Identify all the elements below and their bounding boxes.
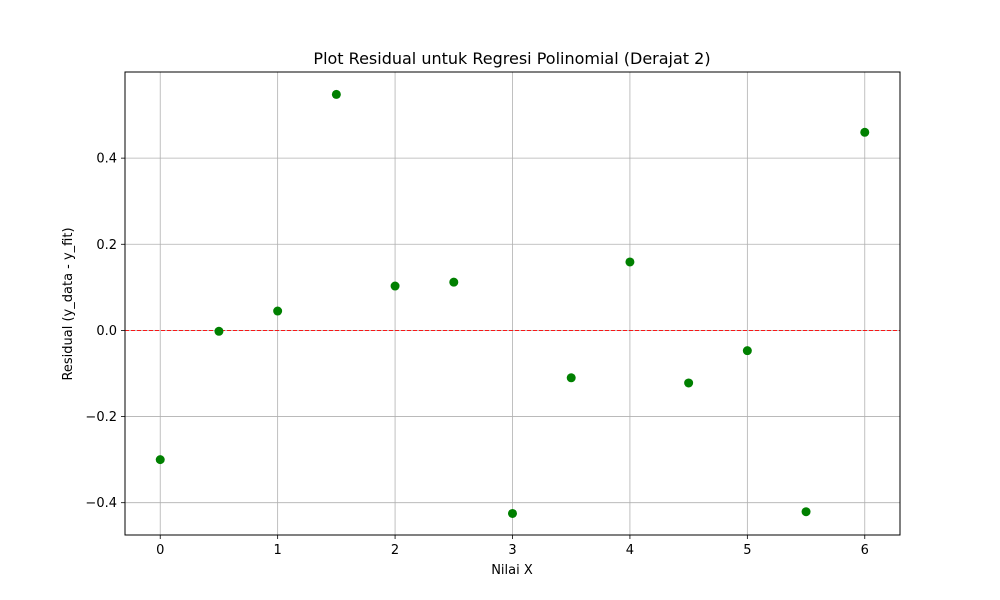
x-axis-label: Nilai X [491, 563, 533, 578]
data-point [625, 257, 635, 267]
data-point [801, 507, 811, 517]
data-point [742, 346, 752, 356]
data-point [390, 281, 400, 291]
y-axis-label: Residual (y_data - y_fit) [61, 227, 76, 380]
x-tick-label: 5 [743, 543, 751, 558]
x-tick-label: 3 [508, 543, 516, 558]
data-point [566, 373, 576, 383]
data-point [214, 326, 224, 336]
data-point [860, 127, 870, 137]
x-tick-label: 6 [861, 543, 869, 558]
data-point [331, 89, 341, 99]
data-point [449, 277, 459, 287]
y-tick-label: −0.2 [85, 410, 117, 425]
y-tick-label: 0.4 [96, 152, 117, 167]
y-tick-label: 0.0 [96, 324, 117, 339]
data-points [155, 89, 870, 518]
x-tick-label: 4 [626, 543, 634, 558]
y-tick-label: 0.2 [96, 238, 117, 253]
data-point [508, 508, 517, 518]
axis-ticks: 0 1 2 3 4 5 6 −0.4 −0.2 0.0 0.2 0.4 [85, 152, 868, 558]
y-tick-label: −0.4 [85, 496, 117, 511]
x-tick-label: 2 [391, 543, 399, 558]
x-tick-label: 1 [274, 543, 282, 558]
data-point [273, 306, 283, 316]
data-point [684, 378, 694, 388]
data-point [155, 455, 165, 465]
chart-title: Plot Residual untuk Regresi Polinomial (… [313, 49, 710, 68]
x-tick-label: 0 [156, 543, 164, 558]
